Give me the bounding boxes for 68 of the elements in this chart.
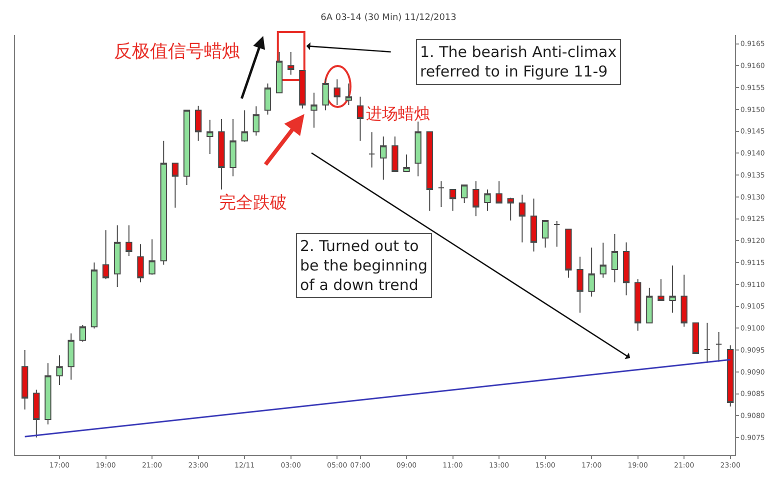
candlestick: [68, 332, 74, 380]
candlestick: [160, 140, 167, 266]
candlestick: [414, 121, 422, 177]
candlestick: [334, 78, 340, 106]
candlestick: [310, 92, 318, 128]
candlestick: [172, 162, 179, 208]
candlestick: [102, 230, 110, 280]
candlestick: [299, 70, 306, 109]
candlestick: [507, 197, 514, 221]
chart-title: 6A 03-14 (30 Min) 11/12/2013: [320, 13, 456, 24]
candlestick: [345, 83, 352, 106]
candlestick: [530, 198, 538, 252]
candlestick: [90, 262, 98, 330]
candlestick: [194, 105, 202, 142]
candlestick: [22, 350, 28, 410]
candlestick: [114, 224, 121, 288]
candlestick: [322, 78, 329, 111]
candlestick: [56, 354, 63, 386]
candlestick: [461, 184, 468, 204]
annotation: 进场蜡烛: [366, 104, 430, 123]
candlestick: [646, 287, 653, 324]
candlestick: [600, 242, 606, 278]
candlestick: [218, 118, 225, 190]
candlestick: [137, 244, 144, 283]
candlestick: [669, 265, 676, 314]
candlestick: [622, 242, 630, 296]
candlestick: [484, 188, 491, 212]
candlestick: [634, 278, 642, 332]
candlestick: [79, 324, 86, 342]
candlestick: [565, 228, 572, 278]
candlestick: [148, 238, 156, 276]
candlestick: [576, 256, 584, 314]
candlestick: [252, 106, 260, 136]
candlestick: [704, 322, 711, 364]
candlestick: [241, 110, 248, 142]
candlestick: [715, 332, 722, 362]
candlestick: [380, 136, 387, 180]
annotation: 反极值信号蜡烛: [114, 41, 240, 62]
candlestick: [288, 52, 294, 76]
candlestick: [554, 220, 560, 248]
annotation: 2. Turned out to be the beginning of a down trend: [300, 237, 428, 294]
candlestick: [438, 180, 445, 208]
candlestick: [126, 224, 132, 256]
candlestick: [692, 322, 700, 354]
candlestick: [472, 180, 480, 217]
candlestick: [611, 234, 618, 283]
annotation: 完全跌破: [219, 193, 287, 213]
candlestick: [449, 188, 456, 212]
candlestick: [658, 278, 664, 302]
candlestick: [518, 194, 526, 243]
candlestick: [496, 180, 502, 204]
candlestick: [44, 362, 52, 425]
candlestick: [426, 131, 433, 212]
candlestick: [588, 247, 595, 298]
candlestick: [680, 274, 688, 328]
candlestick: [392, 136, 398, 172]
candlestick: [356, 96, 364, 142]
candlestick: [230, 118, 236, 177]
candlestick: [206, 119, 214, 154]
annotation: 1. The bearish Anti-climax referred to in Figure 11-9: [420, 43, 617, 80]
candlestick: [33, 389, 40, 438]
candlestick: [542, 220, 549, 248]
candlestick: [264, 83, 272, 116]
candlestick: [727, 344, 734, 407]
candlestick: [368, 132, 376, 168]
candlestick: [183, 110, 190, 186]
candlestick: [276, 52, 283, 94]
candlestick: [403, 154, 410, 172]
